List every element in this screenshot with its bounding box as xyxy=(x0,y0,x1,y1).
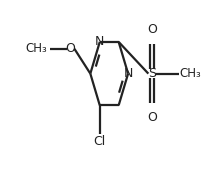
Text: S: S xyxy=(148,67,156,80)
Text: CH₃: CH₃ xyxy=(180,67,201,80)
Text: O: O xyxy=(66,42,75,55)
Text: O: O xyxy=(147,111,157,124)
Text: Cl: Cl xyxy=(94,135,106,148)
Text: O: O xyxy=(147,23,157,36)
Text: CH₃: CH₃ xyxy=(26,42,48,55)
Text: N: N xyxy=(95,35,104,48)
Text: N: N xyxy=(123,67,133,80)
